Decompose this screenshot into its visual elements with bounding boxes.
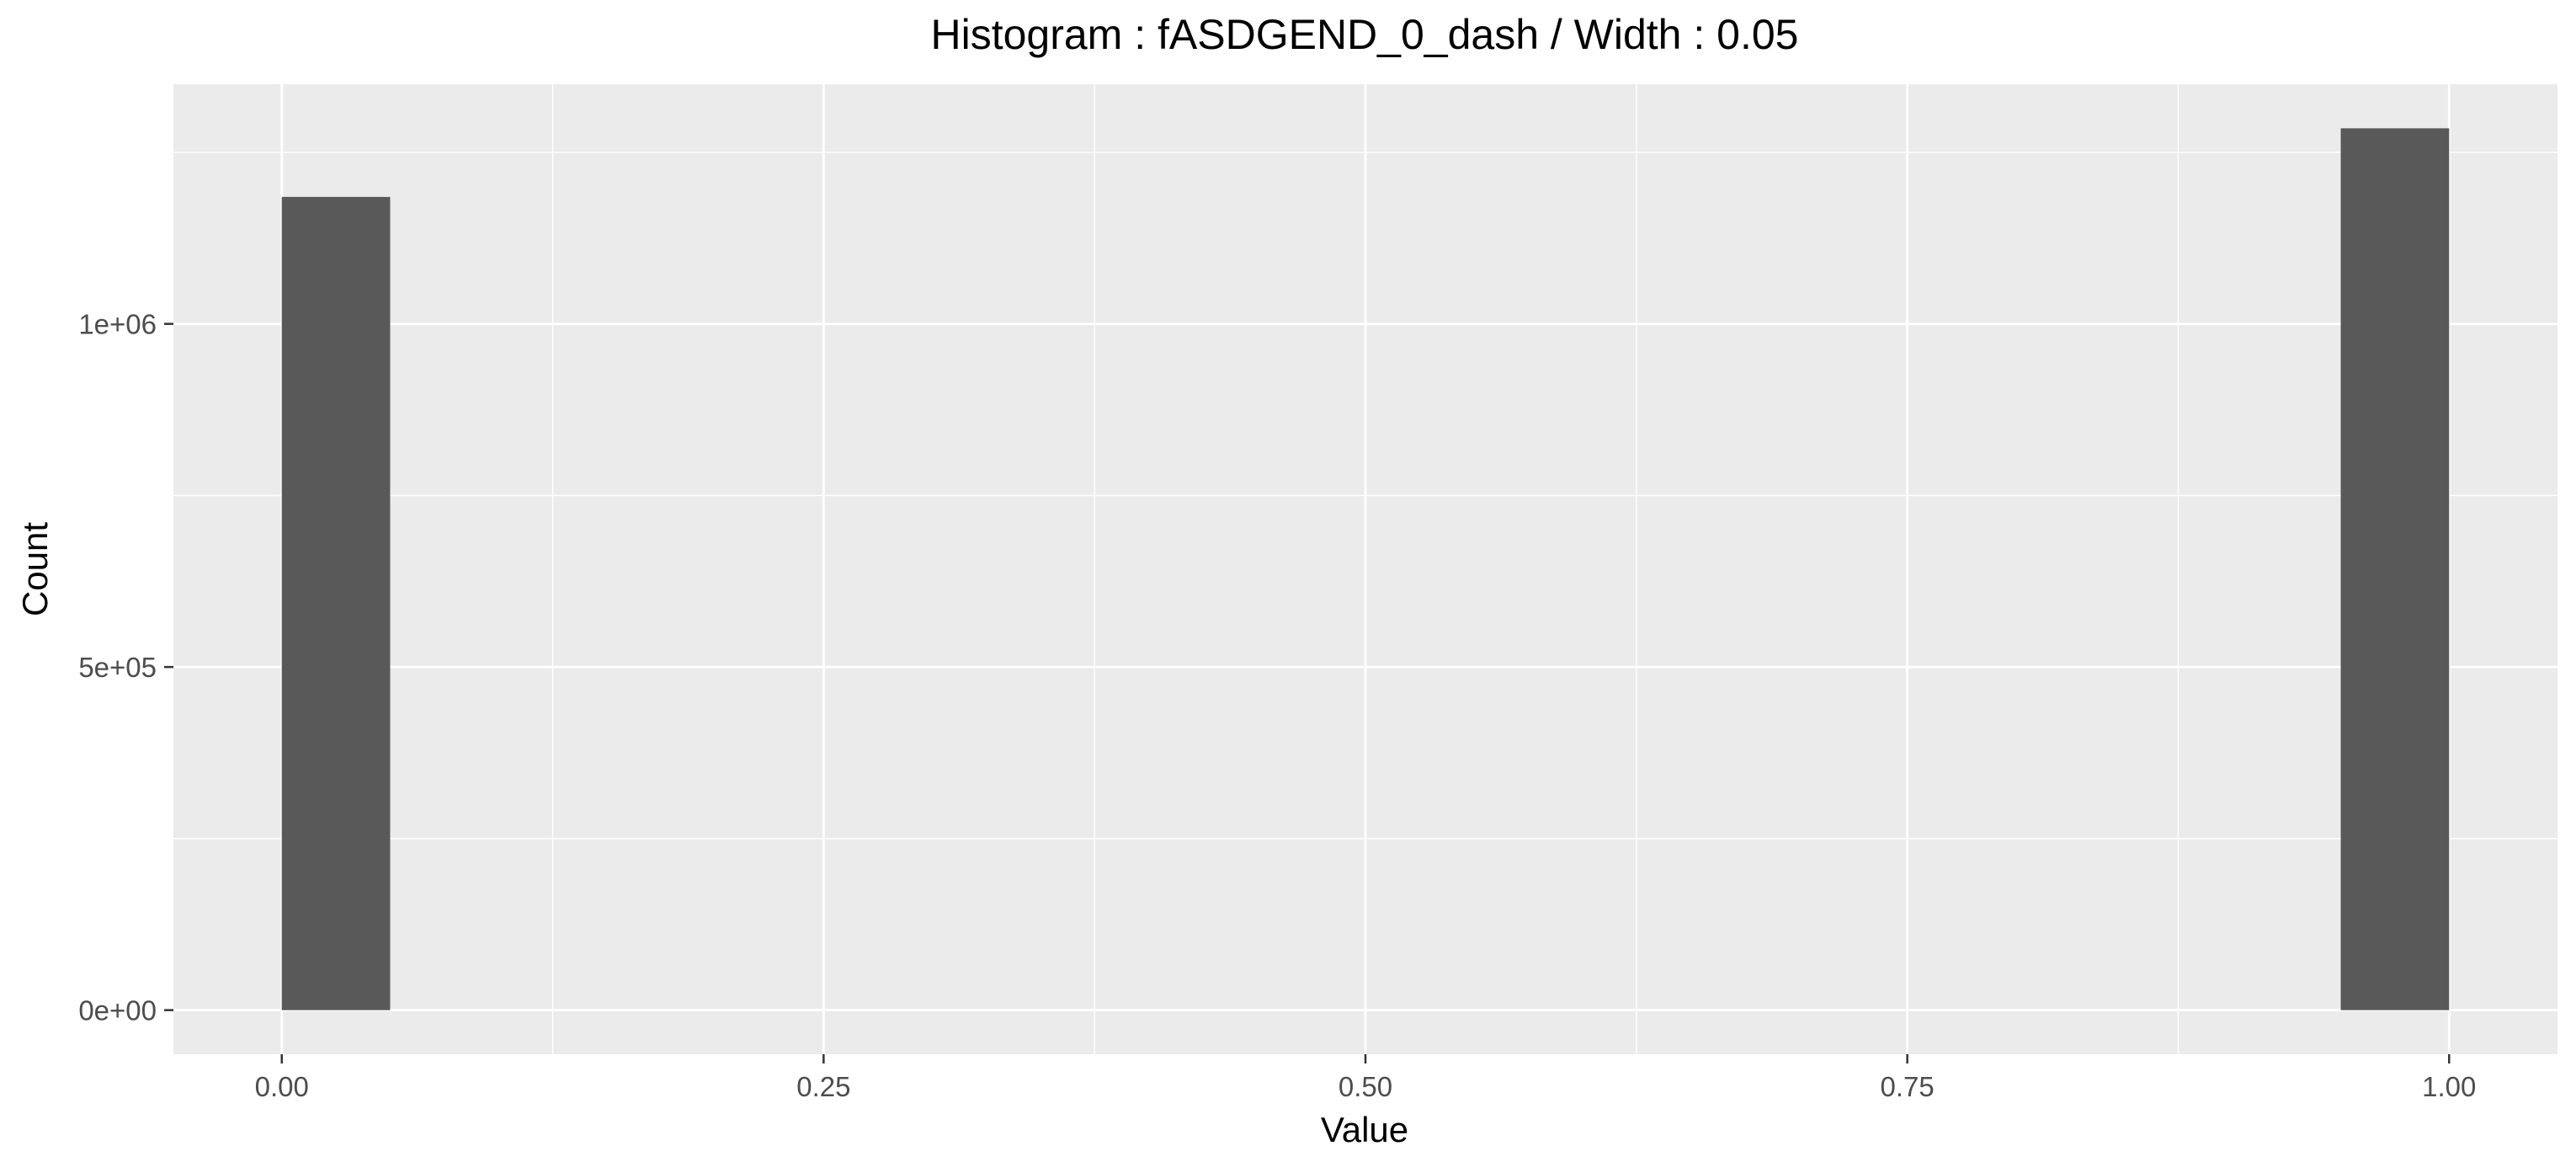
x-tick-label: 1.00 xyxy=(2422,1071,2476,1102)
y-tick-label: 1e+06 xyxy=(78,309,157,340)
y-axis-ticks: 0e+00 5e+05 1e+06 xyxy=(78,309,173,1026)
chart-title: Histogram : fASDGEND_0_dash / Width : 0.… xyxy=(931,11,1799,58)
y-tick-label: 5e+05 xyxy=(78,652,157,683)
x-tick-label: 0.25 xyxy=(796,1071,850,1102)
x-axis-title: Value xyxy=(1321,1110,1408,1149)
histogram-bar-0 xyxy=(281,196,391,1010)
histogram-bars xyxy=(281,128,2450,1010)
histogram-bar-1 xyxy=(2340,128,2450,1010)
x-tick-label: 0.50 xyxy=(1339,1071,1392,1102)
y-tick-label: 0e+00 xyxy=(78,995,157,1026)
x-tick-label: 0.75 xyxy=(1881,1071,1935,1102)
y-axis-title: Count xyxy=(15,522,55,616)
x-axis-ticks: 0.00 0.25 0.50 0.75 1.00 xyxy=(255,1054,2476,1102)
x-tick-label: 0.00 xyxy=(255,1071,309,1102)
